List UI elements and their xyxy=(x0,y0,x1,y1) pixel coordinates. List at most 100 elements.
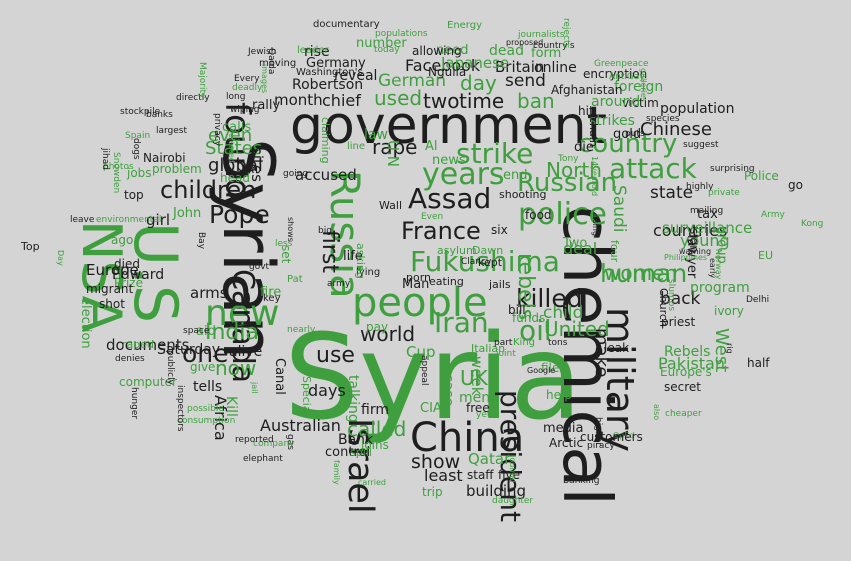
word-piracy: piracy xyxy=(587,441,615,451)
word-wiping: wiping xyxy=(230,105,260,115)
word-documents: documents xyxy=(106,336,190,354)
word-eu: EU xyxy=(758,249,774,262)
word-space: space xyxy=(183,326,210,336)
word-half: half xyxy=(747,356,770,370)
word-yet: yet xyxy=(476,410,491,420)
word-give: give xyxy=(190,360,216,374)
word-jihad: jihad xyxy=(100,148,110,170)
word-top: top xyxy=(124,188,144,202)
word-prize: Prize xyxy=(114,276,143,290)
word-surveillance: surveillance xyxy=(662,219,753,237)
word-majority: Majority xyxy=(197,62,207,99)
word-reveal: reveal xyxy=(334,68,378,84)
word-strike: strike xyxy=(456,137,534,170)
word-five: five xyxy=(498,468,521,482)
word-funds: funds xyxy=(512,311,546,325)
word-cup: Cup xyxy=(406,343,436,361)
word-customers: customers xyxy=(580,430,643,444)
word-even: even xyxy=(208,125,253,146)
word-years: years xyxy=(422,157,505,192)
word-antigay: AntiGay xyxy=(609,72,645,82)
word-deadly: deadly xyxy=(232,83,263,93)
word-army: army xyxy=(327,279,351,289)
word-free: free xyxy=(466,401,490,415)
word-people: people xyxy=(352,280,488,326)
word-privacy: privacy xyxy=(212,113,222,147)
word-law: law xyxy=(364,127,388,143)
word-accused: accused xyxy=(295,166,357,184)
word-reported: reported xyxy=(235,435,274,445)
word-rising: rising xyxy=(591,214,600,237)
word-days: days xyxy=(308,381,346,400)
word-warning: warning xyxy=(679,247,712,256)
word-slumps: slumps xyxy=(666,279,676,312)
word-world: world xyxy=(360,322,416,346)
word-head: head xyxy=(220,171,250,185)
word-killed: killed xyxy=(516,284,583,313)
word-dead: dead xyxy=(489,43,524,59)
word-news: news xyxy=(432,153,466,168)
word-oil: oil xyxy=(519,314,552,347)
word-migrant: migrant xyxy=(86,282,134,296)
word-puts: puts xyxy=(625,129,645,139)
word-secret: secret xyxy=(664,380,701,394)
word-assad: Assad xyxy=(408,182,492,215)
word-top: Top xyxy=(21,240,40,253)
word-talking: talking xyxy=(345,375,361,423)
word-ago: ago xyxy=(111,233,134,247)
word-syria: Syria xyxy=(284,308,583,446)
word-arctic: Arctic xyxy=(549,436,584,450)
word-delhi: Delhi xyxy=(746,295,770,305)
word-tony: Tony xyxy=(558,154,579,164)
word-young: young xyxy=(680,231,730,250)
word-today: today xyxy=(374,45,400,55)
word-month: month xyxy=(274,91,323,109)
word-cia: CIA xyxy=(420,401,442,416)
word-joint: joint xyxy=(496,349,516,359)
word-leave: leave xyxy=(70,215,95,225)
word-dogs: dogs xyxy=(131,138,141,160)
word-fukushima: Fukushima xyxy=(410,245,560,278)
word-family: family xyxy=(332,460,341,485)
word-environmental: environmental xyxy=(96,215,162,225)
word-consumption: consumption xyxy=(177,416,236,426)
word-back: back xyxy=(660,289,701,309)
word-use: use xyxy=(316,343,355,368)
word-rape: rape xyxy=(372,135,418,159)
word-jails: jails xyxy=(489,278,511,291)
word-man: Man xyxy=(402,277,430,292)
word-problem: problem xyxy=(152,162,202,176)
word-rebels: Rebels xyxy=(664,344,711,360)
word-pay: pay xyxy=(366,320,389,334)
word-even: Even xyxy=(421,212,444,222)
word-daughter: daughter xyxy=(492,496,534,506)
word-women: women xyxy=(604,261,678,285)
word-strikes: strikes xyxy=(589,113,635,129)
word-leak: leak xyxy=(604,341,630,355)
word-carried: carried xyxy=(358,478,386,487)
word-india: India xyxy=(205,320,259,345)
word-food: food xyxy=(525,208,552,222)
word-pope: Pope xyxy=(209,200,270,229)
word-chain: chain xyxy=(587,117,600,147)
word-deal: deal xyxy=(563,239,598,258)
word-proposed: proposed xyxy=(506,38,544,47)
word-kong: Kong xyxy=(801,219,824,229)
word-spill: spill xyxy=(350,446,372,459)
word-victim: victim xyxy=(622,96,659,110)
word-jewish: Jewish xyxy=(248,47,277,57)
word-spain: Spain xyxy=(125,131,151,141)
word-send: send xyxy=(505,71,546,91)
word-jail: jail xyxy=(250,382,259,394)
word-media: media xyxy=(543,421,584,436)
word-wall: Wall xyxy=(379,199,403,212)
word-nairobi: Nairobi xyxy=(143,151,186,165)
word-part: part xyxy=(494,338,513,348)
word-big: big xyxy=(318,226,332,236)
word-italian: Italian xyxy=(471,342,506,355)
word-two: two xyxy=(423,89,460,113)
word-child: child xyxy=(543,303,584,323)
word-gold: gold xyxy=(613,127,642,142)
word-asylum: asylum xyxy=(437,244,477,257)
